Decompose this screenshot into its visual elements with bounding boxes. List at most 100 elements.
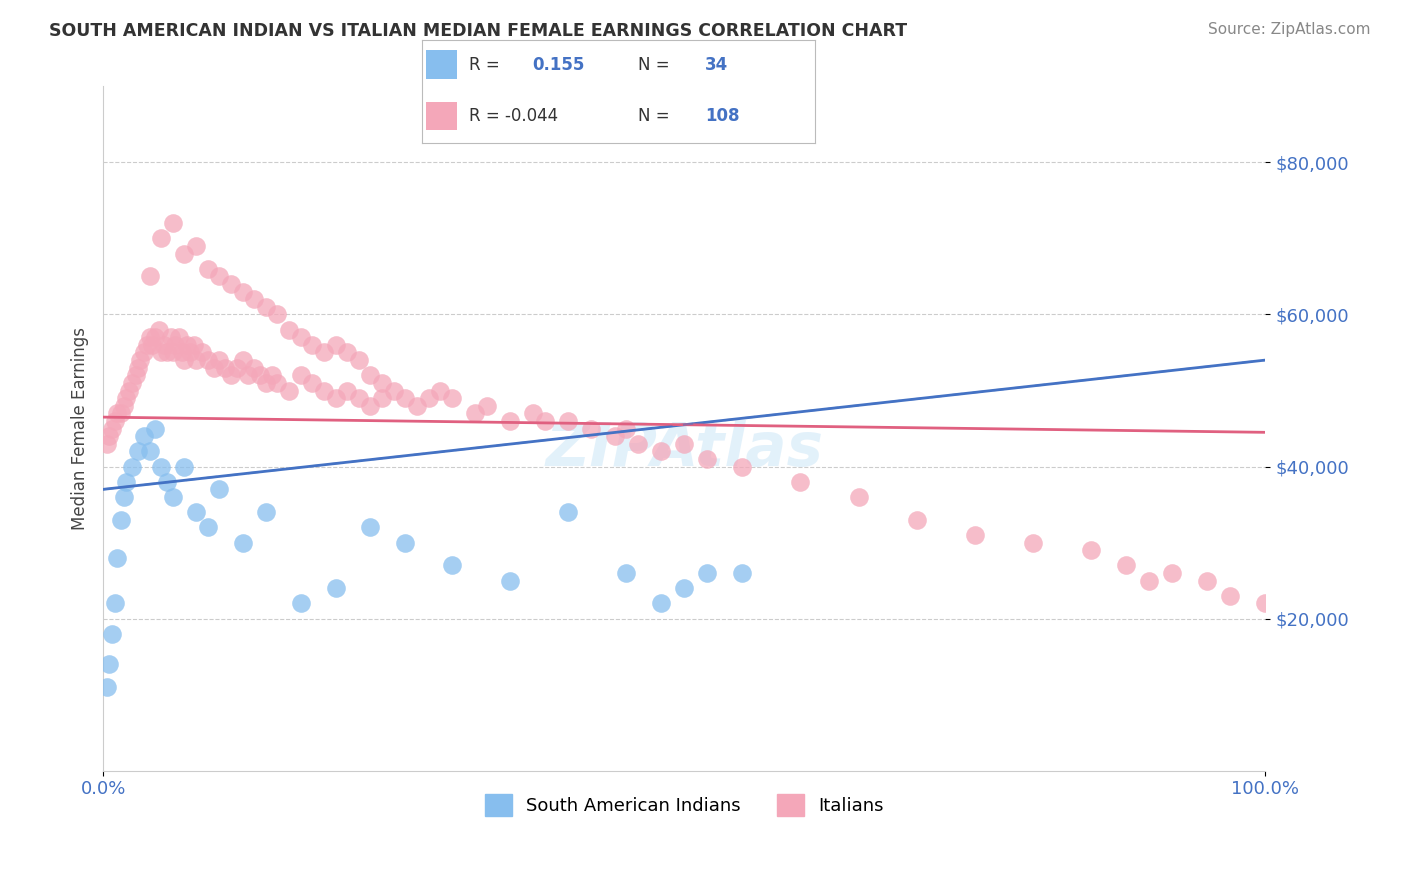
Point (127, 360, 149, 375)
Point (156, 475, 179, 489)
Point (1254, 596, 1277, 610)
Point (118, 384, 141, 398)
Point (650, 444, 672, 458)
Point (208, 483, 231, 497)
Point (156, 345, 179, 359)
Point (312, 345, 335, 359)
Point (219, 368, 242, 383)
Point (132, 429, 155, 443)
Point (172, 345, 194, 359)
Point (673, 581, 696, 595)
Point (112, 490, 135, 504)
Point (650, 596, 672, 610)
Point (232, 535, 254, 549)
Text: R = -0.044: R = -0.044 (470, 107, 558, 125)
Point (371, 391, 394, 405)
Point (232, 285, 254, 299)
Point (533, 414, 555, 428)
Point (254, 300, 277, 314)
Point (96, 436, 118, 450)
Point (963, 528, 986, 542)
Point (1137, 574, 1160, 588)
Point (614, 421, 637, 435)
Point (121, 459, 143, 474)
Point (464, 406, 486, 420)
Text: 108: 108 (706, 107, 740, 125)
Point (167, 330, 190, 344)
Point (238, 368, 260, 383)
Point (325, 338, 347, 352)
Point (325, 581, 347, 595)
Point (290, 596, 312, 610)
Point (603, 429, 626, 443)
Point (110, 406, 132, 420)
FancyBboxPatch shape (426, 102, 457, 130)
Point (696, 452, 718, 467)
Point (101, 421, 124, 435)
FancyBboxPatch shape (426, 50, 457, 78)
Point (159, 330, 181, 344)
Point (191, 345, 214, 359)
Point (266, 376, 288, 390)
Point (522, 406, 544, 420)
Text: 0.155: 0.155 (531, 56, 585, 74)
Point (105, 550, 128, 565)
Point (138, 330, 160, 344)
Point (731, 566, 754, 580)
Point (848, 490, 870, 504)
Text: SOUTH AMERICAN INDIAN VS ITALIAN MEDIAN FEMALE EARNINGS CORRELATION CHART: SOUTH AMERICAN INDIAN VS ITALIAN MEDIAN … (49, 22, 907, 40)
Point (627, 436, 650, 450)
Text: ZIPAtlas: ZIPAtlas (546, 419, 824, 478)
Point (440, 558, 463, 573)
Point (150, 459, 173, 474)
Point (359, 399, 381, 413)
Point (440, 391, 463, 405)
Point (225, 360, 247, 375)
Point (184, 353, 207, 368)
Point (301, 338, 323, 352)
Point (254, 376, 277, 390)
Point (162, 490, 184, 504)
Point (145, 421, 167, 435)
Point (499, 574, 522, 588)
Text: R =: R = (470, 56, 499, 74)
Point (614, 566, 637, 580)
Point (336, 345, 359, 359)
Point (232, 353, 254, 368)
Point (176, 338, 198, 352)
Point (1080, 543, 1102, 558)
Point (124, 368, 146, 383)
Point (96, 680, 118, 694)
Point (1115, 558, 1137, 573)
Point (394, 391, 416, 405)
Point (371, 376, 394, 390)
Point (249, 368, 271, 383)
Point (1219, 589, 1241, 603)
Point (243, 292, 266, 306)
Point (290, 368, 312, 383)
Point (347, 391, 370, 405)
Point (197, 520, 219, 534)
Point (132, 345, 155, 359)
Point (101, 627, 124, 641)
Point (418, 391, 440, 405)
Point (184, 505, 207, 519)
Point (197, 353, 219, 368)
Point (254, 505, 277, 519)
Text: N =: N = (638, 56, 669, 74)
Point (475, 399, 498, 413)
Point (382, 384, 405, 398)
Point (104, 414, 127, 428)
Point (141, 338, 163, 352)
Point (325, 391, 347, 405)
Text: Source: ZipAtlas.com: Source: ZipAtlas.com (1208, 22, 1371, 37)
Point (696, 566, 718, 580)
Point (336, 384, 359, 398)
Point (127, 444, 149, 458)
Point (214, 360, 236, 375)
Point (1022, 535, 1045, 549)
Point (406, 399, 429, 413)
Point (208, 269, 231, 284)
Point (278, 384, 301, 398)
Point (499, 414, 522, 428)
